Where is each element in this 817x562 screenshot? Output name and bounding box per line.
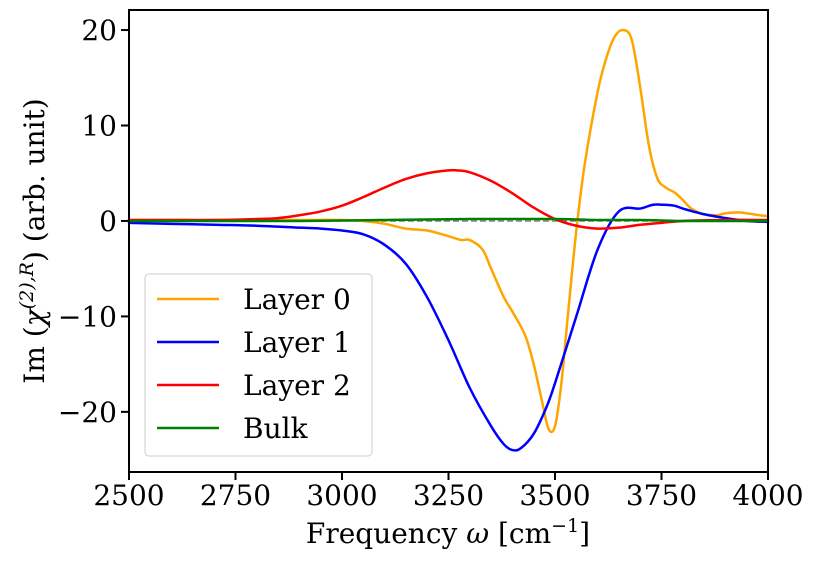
legend-entries: Layer 0 Layer 1 Layer 2 Bulk — [157, 283, 351, 445]
series-layer — [127, 28, 770, 452]
legend-box — [144, 273, 373, 457]
x-axis-label-omega: ω — [466, 517, 489, 550]
x-axis-ticks: 2500 2750 3000 3250 3500 3750 4000 — [93, 472, 804, 512]
legend: Layer 0 Layer 1 Layer 2 Bulk — [144, 273, 373, 457]
y-tick-label: −10 — [58, 300, 117, 333]
y-tick-label: 0 — [99, 205, 117, 238]
x-axis-label-main: Frequency — [306, 517, 458, 550]
x-tick-label: 3750 — [626, 479, 697, 512]
legend-label: Bulk — [243, 412, 309, 445]
y-axis-label: Im (χ(2),R) (arb. unit) — [16, 98, 51, 383]
x-axis-label: Frequency ω [cm−1] — [306, 515, 590, 550]
y-tick-label: −20 — [58, 396, 117, 429]
y-axis-label-chi: χ — [18, 307, 51, 328]
x-tick-label: 2500 — [93, 479, 164, 512]
y-axis-label-pre: Im ( — [18, 326, 51, 383]
x-tick-label: 3250 — [413, 479, 484, 512]
x-axis-label-unit: [cm — [498, 517, 551, 550]
x-tick-label: 2750 — [200, 479, 271, 512]
legend-label: Layer 1 — [243, 326, 351, 359]
y-axis-label-exponent: (2),R — [16, 262, 38, 309]
series-line-layer-1 — [127, 203, 770, 452]
x-axis-label-exponent: −1 — [551, 515, 579, 537]
x-tick-label: 3500 — [519, 479, 590, 512]
y-axis-label-post: ) (arb. unit) — [18, 98, 51, 262]
y-tick-label: 10 — [81, 110, 117, 143]
x-tick-label: 3000 — [306, 479, 377, 512]
legend-label: Layer 2 — [243, 369, 351, 402]
legend-label: Layer 0 — [243, 283, 351, 316]
series-line-bulk — [127, 217, 770, 223]
y-tick-label: 20 — [81, 14, 117, 47]
series-line-layer-0 — [127, 28, 770, 434]
x-axis-label-close: ] — [579, 517, 590, 550]
x-tick-label: 4000 — [732, 479, 803, 512]
y-axis-ticks: −20 −10 0 10 20 — [58, 14, 129, 429]
series-line-layer-2 — [127, 168, 770, 230]
